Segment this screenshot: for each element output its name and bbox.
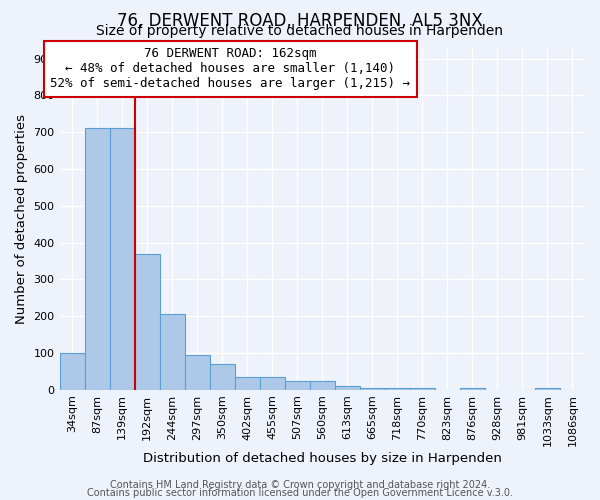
- Bar: [235, 377, 260, 390]
- Y-axis label: Number of detached properties: Number of detached properties: [15, 114, 28, 324]
- Bar: [410, 388, 435, 390]
- Bar: [110, 128, 134, 390]
- Text: Contains public sector information licensed under the Open Government Licence v.: Contains public sector information licen…: [87, 488, 513, 498]
- Bar: [360, 388, 385, 390]
- Bar: [385, 388, 410, 390]
- Text: 76, DERWENT ROAD, HARPENDEN, AL5 3NX: 76, DERWENT ROAD, HARPENDEN, AL5 3NX: [117, 12, 483, 30]
- Bar: [285, 380, 310, 390]
- Bar: [310, 380, 335, 390]
- Bar: [160, 314, 185, 390]
- Bar: [134, 254, 160, 390]
- Bar: [209, 364, 235, 390]
- Bar: [85, 128, 110, 390]
- Bar: [460, 388, 485, 390]
- Text: Contains HM Land Registry data © Crown copyright and database right 2024.: Contains HM Land Registry data © Crown c…: [110, 480, 490, 490]
- Text: Size of property relative to detached houses in Harpenden: Size of property relative to detached ho…: [97, 24, 503, 38]
- Bar: [335, 386, 360, 390]
- Bar: [59, 353, 85, 390]
- Bar: [260, 377, 285, 390]
- Bar: [535, 388, 560, 390]
- Text: 76 DERWENT ROAD: 162sqm
← 48% of detached houses are smaller (1,140)
52% of semi: 76 DERWENT ROAD: 162sqm ← 48% of detache…: [50, 48, 410, 90]
- Bar: [185, 355, 209, 390]
- X-axis label: Distribution of detached houses by size in Harpenden: Distribution of detached houses by size …: [143, 452, 502, 465]
